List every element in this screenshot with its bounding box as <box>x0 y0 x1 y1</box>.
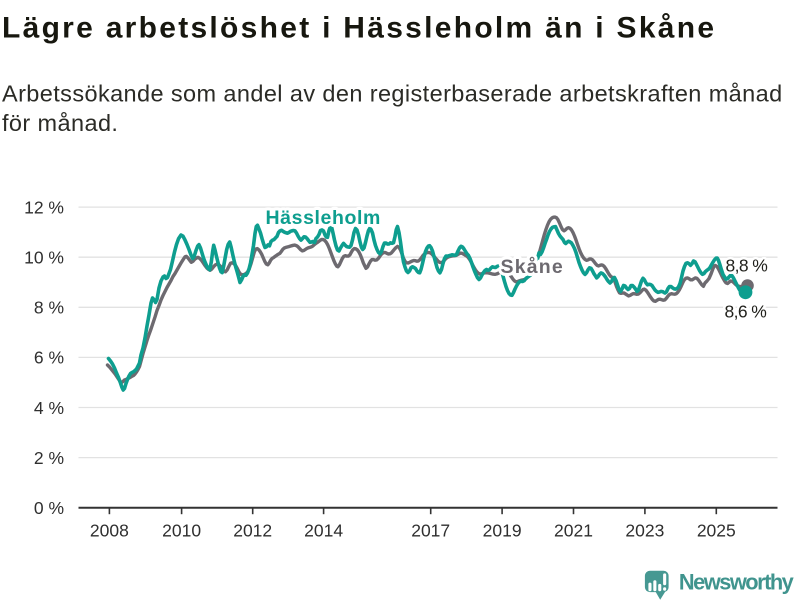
svg-text:0 %: 0 % <box>34 498 64 518</box>
svg-text:2025: 2025 <box>697 521 736 541</box>
svg-text:10 %: 10 % <box>24 248 64 268</box>
svg-text:8 %: 8 % <box>34 298 64 318</box>
svg-text:2014: 2014 <box>304 521 343 541</box>
svg-text:2010: 2010 <box>162 521 201 541</box>
svg-text:2019: 2019 <box>483 521 522 541</box>
svg-text:6 %: 6 % <box>34 348 64 368</box>
svg-text:Hässleholm: Hässleholm <box>266 207 381 229</box>
svg-text:4 %: 4 % <box>34 398 64 418</box>
svg-text:2023: 2023 <box>625 521 664 541</box>
svg-text:för månad.: för månad. <box>2 110 118 136</box>
svg-text:Skåne: Skåne <box>501 255 564 278</box>
svg-text:Arbetssökande som andel av den: Arbetssökande som andel av den registerb… <box>2 81 783 107</box>
svg-text:2017: 2017 <box>411 521 450 541</box>
svg-text:8,6 %: 8,6 % <box>725 302 767 322</box>
svg-text:Newsworthy: Newsworthy <box>679 569 794 594</box>
svg-text:12 %: 12 % <box>24 197 64 217</box>
svg-text:2 %: 2 % <box>34 448 64 468</box>
svg-text:Lägre arbetslöshet i Hässlehol: Lägre arbetslöshet i Hässleholm än i Skå… <box>2 12 716 45</box>
svg-text:2008: 2008 <box>90 521 129 541</box>
svg-text:2021: 2021 <box>554 521 593 541</box>
svg-text:2012: 2012 <box>233 521 272 541</box>
svg-text:8,8 %: 8,8 % <box>726 256 768 276</box>
